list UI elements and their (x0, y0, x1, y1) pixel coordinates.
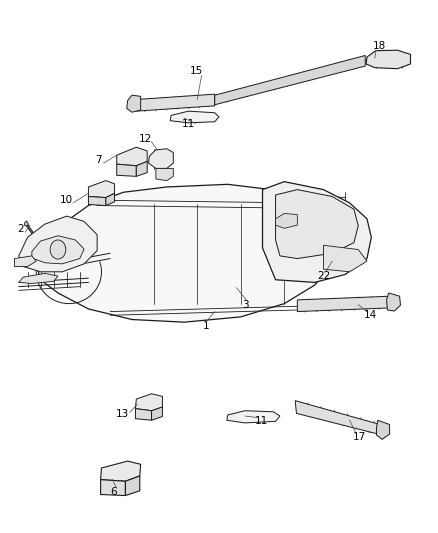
Polygon shape (366, 50, 410, 69)
Text: 13: 13 (116, 409, 129, 419)
Text: 6: 6 (110, 487, 117, 497)
Circle shape (164, 157, 170, 164)
Polygon shape (32, 236, 84, 264)
Polygon shape (262, 182, 371, 282)
Text: 22: 22 (317, 271, 330, 280)
Polygon shape (19, 216, 97, 272)
Polygon shape (88, 197, 106, 206)
Circle shape (50, 240, 66, 259)
Text: 14: 14 (364, 310, 377, 320)
Text: 7: 7 (95, 156, 101, 165)
Polygon shape (25, 221, 28, 226)
Text: 10: 10 (60, 195, 73, 205)
Text: 3: 3 (242, 300, 248, 310)
Text: 2: 2 (18, 224, 24, 235)
Circle shape (155, 161, 160, 167)
Polygon shape (125, 476, 140, 496)
Circle shape (246, 411, 254, 422)
Polygon shape (295, 401, 382, 435)
Polygon shape (297, 296, 391, 312)
Polygon shape (227, 411, 280, 423)
Polygon shape (156, 168, 173, 181)
Polygon shape (135, 409, 152, 420)
Circle shape (153, 399, 159, 405)
Polygon shape (323, 245, 367, 272)
Polygon shape (19, 273, 58, 284)
Polygon shape (148, 149, 173, 168)
Circle shape (185, 112, 192, 121)
Polygon shape (117, 164, 136, 176)
Polygon shape (136, 94, 215, 111)
Polygon shape (101, 480, 125, 496)
Polygon shape (117, 147, 147, 166)
Text: 17: 17 (353, 432, 366, 442)
Text: 18: 18 (373, 42, 386, 52)
Polygon shape (170, 111, 219, 123)
Polygon shape (14, 256, 36, 266)
Text: 15: 15 (190, 67, 203, 76)
Polygon shape (135, 394, 162, 411)
Text: 11: 11 (255, 416, 268, 426)
Polygon shape (276, 190, 358, 259)
Polygon shape (387, 293, 400, 311)
Text: 11: 11 (182, 119, 195, 130)
Text: 12: 12 (138, 134, 152, 144)
Polygon shape (276, 214, 297, 228)
Polygon shape (215, 55, 365, 105)
Polygon shape (101, 461, 141, 481)
Polygon shape (127, 95, 141, 112)
Polygon shape (152, 407, 162, 420)
Polygon shape (88, 181, 115, 198)
Polygon shape (377, 420, 390, 439)
Text: 1: 1 (203, 321, 209, 331)
Polygon shape (36, 184, 332, 322)
Circle shape (138, 400, 143, 407)
Polygon shape (136, 161, 147, 176)
Polygon shape (106, 193, 115, 206)
